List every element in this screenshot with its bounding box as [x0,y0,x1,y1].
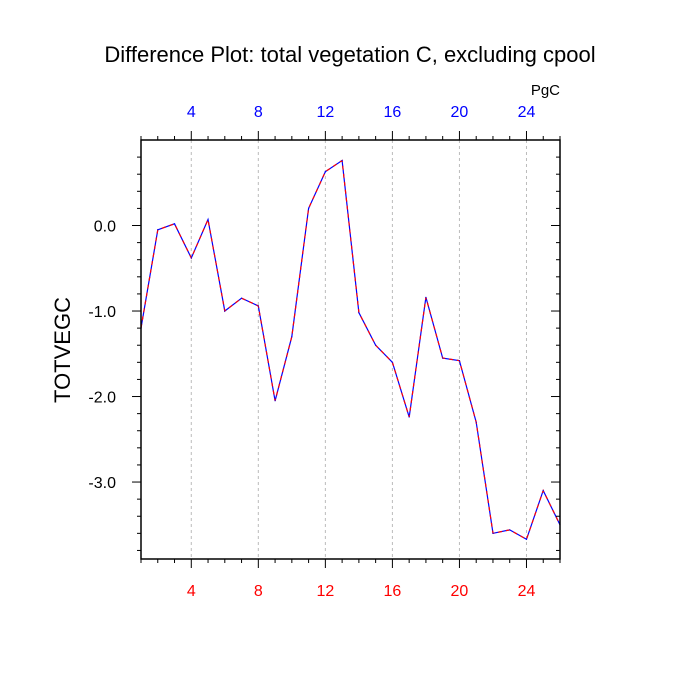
series-layer [140,159,561,541]
units-label: PgC [531,82,560,99]
bottom-x-tick-labels: 4 8 12 16 20 24 [187,583,536,600]
y-tick-label: -2.0 [88,390,116,407]
data-point [458,360,461,362]
data-point [224,310,226,312]
top-x-tick-label: 24 [518,104,536,121]
major-ticks [132,131,560,568]
y-tick-label: 0.0 [94,219,116,236]
top-x-tick-label: 4 [187,104,196,121]
data-point [157,229,159,231]
data-point [408,416,410,418]
data-point [274,400,276,402]
top-x-tick-label: 8 [254,104,263,121]
data-point [425,296,427,298]
data-point [341,159,343,162]
data-point [492,532,494,534]
bottom-x-tick-label: 12 [316,583,334,600]
top-x-tick-labels: 4 8 12 16 20 24 [187,104,536,121]
grid-lines [190,140,527,559]
data-point [442,357,444,359]
top-x-tick-label: 12 [316,104,334,121]
data-point [308,207,310,210]
data-point [257,305,259,307]
data-point [173,223,176,225]
data-point [391,361,393,363]
data-point [525,538,528,540]
data-point [291,336,293,338]
data-point [475,421,477,423]
data-point [542,489,544,492]
series-line [140,159,561,541]
data-point [509,529,511,531]
data-point [240,297,243,299]
top-x-tick-label: 16 [384,104,402,121]
y-tick-label: -3.0 [88,475,116,492]
bottom-x-tick-label: 4 [187,583,196,600]
bottom-x-tick-label: 16 [384,583,402,600]
data-point [324,171,326,173]
bottom-x-tick-label: 20 [451,583,469,600]
series-line-dash [140,159,561,541]
bottom-x-tick-label: 8 [254,583,263,600]
y-axis-label: TOTVEGC [50,297,75,403]
plot-frame [140,139,561,560]
y-tick-label: -1.0 [88,304,116,321]
bottom-x-tick-label: 24 [518,583,536,600]
minor-ticks [137,136,561,563]
data-point [358,312,360,314]
top-x-tick-label: 20 [451,104,469,121]
y-tick-labels: 0.0 -1.0 -2.0 -3.0 [88,219,116,493]
data-point [375,344,377,346]
data-point [207,218,209,221]
data-point [190,257,192,259]
chart-title: Difference Plot: total vegetation C, exc… [104,42,595,67]
